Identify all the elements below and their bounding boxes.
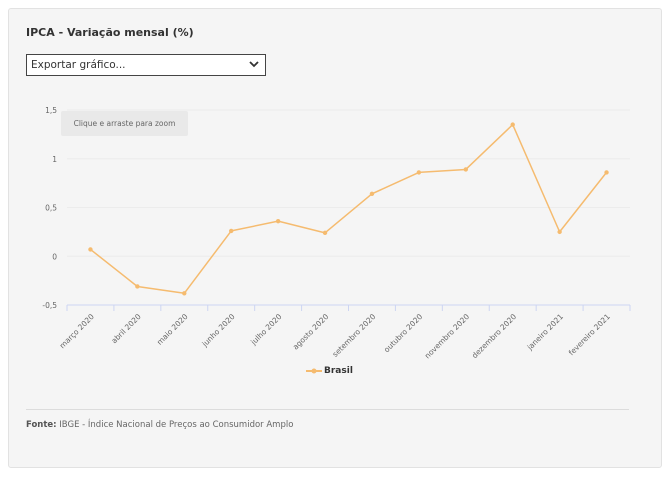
y-tick-label: 1: [52, 155, 57, 164]
x-tick-label: janeiro 2021: [525, 312, 566, 353]
chart-title: IPCA - Variação mensal (%): [26, 26, 194, 39]
data-point: [604, 170, 609, 175]
data-point: [369, 191, 375, 197]
x-tick-label: fevereiro 2021: [567, 312, 612, 357]
x-tick-label: abril 2020: [109, 312, 142, 345]
data-point: [135, 284, 140, 289]
source-label: Fonte:: [26, 420, 57, 430]
data-point: [322, 230, 328, 236]
data-point: [510, 122, 515, 127]
series-line-brasil: [89, 123, 608, 295]
data-point: [557, 229, 562, 235]
x-tick-label: outubro 2020: [382, 312, 424, 354]
divider: [26, 409, 629, 410]
chevron-down-icon: [249, 61, 259, 68]
y-tick-label: 0,5: [45, 204, 57, 213]
chart-card: [8, 8, 662, 468]
data-point: [182, 291, 187, 296]
export-chart-select[interactable]: Exportar gráfico...: [26, 54, 266, 76]
data-point: [229, 228, 234, 234]
data-point: [463, 167, 468, 172]
legend-line-marker-icon: [306, 368, 322, 373]
y-tick-label: 0: [52, 252, 57, 261]
export-select-value: Exportar gráfico...: [31, 59, 126, 71]
x-tick-label: dezembro 2020: [470, 312, 518, 360]
x-tick-label: março 2020: [58, 312, 96, 350]
x-tick-label: junho 2020: [200, 312, 237, 349]
x-tick-label: setembro 2020: [331, 312, 378, 359]
x-tick-label: julho 2020: [248, 312, 283, 347]
y-tick-label: 1,5: [45, 106, 57, 115]
source-note: Fonte: IBGE - Índice Nacional de Preços …: [26, 420, 293, 430]
y-tick-label: -0,5: [42, 301, 57, 310]
data-point: [88, 247, 93, 252]
source-text: IBGE - Índice Nacional de Preços ao Cons…: [56, 420, 294, 430]
legend-label: Brasil: [324, 366, 353, 376]
x-tick-label: novembro 2020: [423, 312, 472, 361]
zoom-hint: Clique e arraste para zoom: [61, 111, 188, 136]
x-tick-label: maio 2020: [155, 312, 190, 347]
legend-item-brasil[interactable]: Brasil: [306, 366, 353, 376]
data-point: [416, 170, 422, 175]
x-tick-label: agosto 2020: [291, 312, 331, 352]
data-point: [275, 218, 281, 224]
